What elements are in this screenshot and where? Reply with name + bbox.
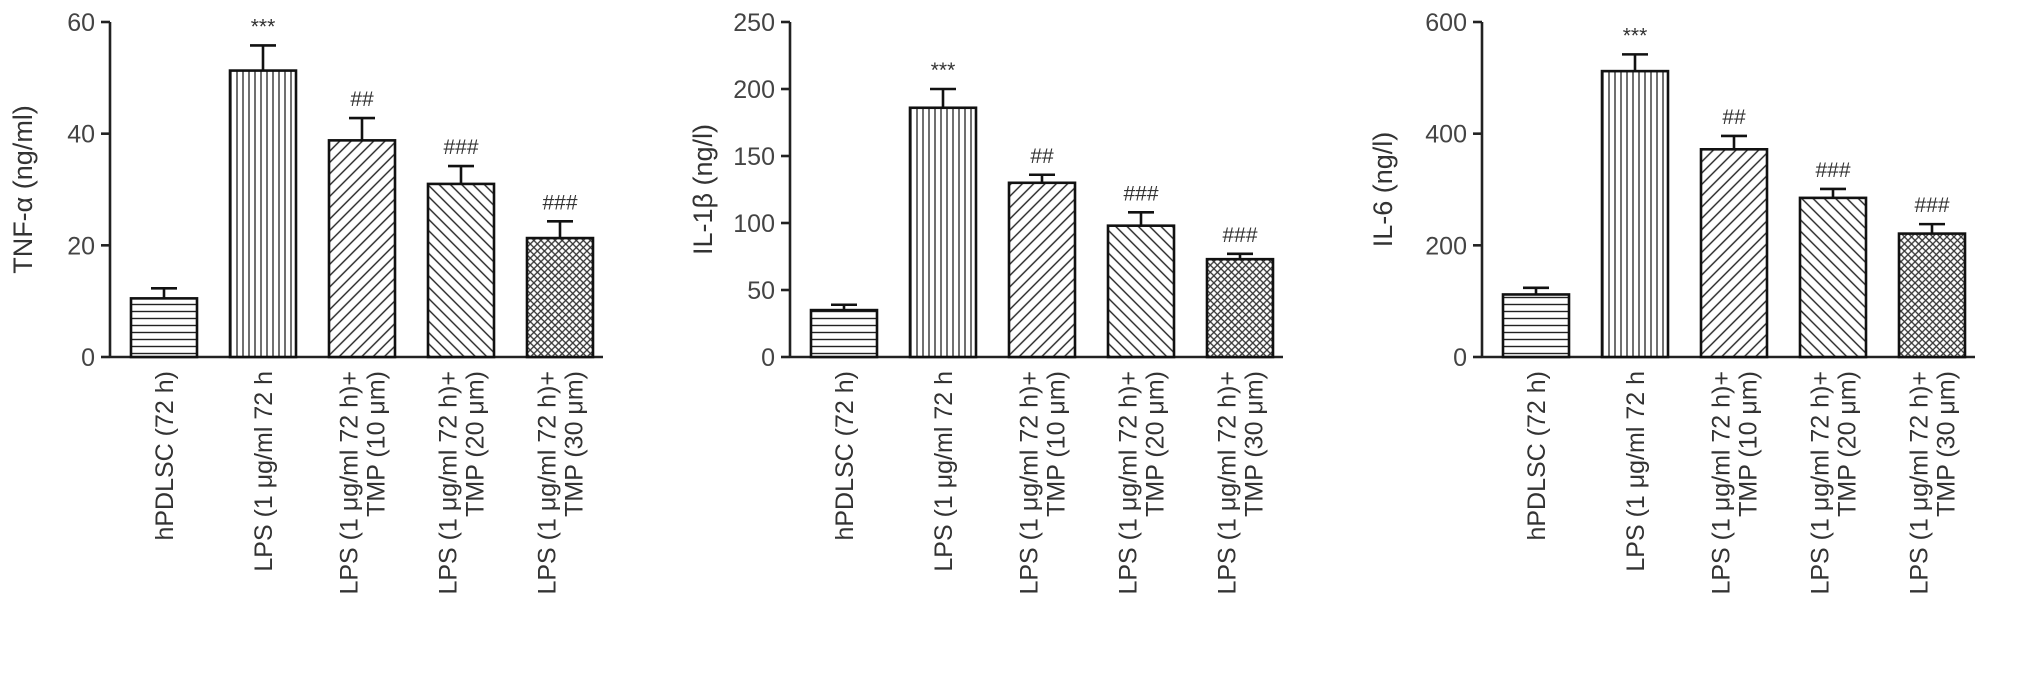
x-tick-label: LPS (1 μg/ml 72 h)+TMP (20 μm) — [1807, 371, 1862, 595]
bar — [1798, 196, 1868, 359]
bar-group: *** — [228, 15, 298, 359]
significance-label: *** — [931, 59, 956, 82]
significance-label: ## — [350, 88, 374, 111]
x-tick-label: hPDLSC (72 h) — [151, 371, 179, 541]
y-tick-label: 150 — [733, 143, 775, 171]
y-tick-label: 400 — [1425, 121, 1467, 149]
bar — [1106, 224, 1176, 359]
y-axis-label: TNF-α (ng/ml) — [8, 105, 38, 274]
x-tick-label: LPS (1 μg/ml 72 h — [930, 371, 958, 572]
y-tick-label: 250 — [733, 9, 775, 37]
bar-group: ## — [327, 88, 397, 359]
y-tick-label: 0 — [1453, 344, 1467, 372]
x-tick-label: hPDLSC (72 h) — [1523, 371, 1551, 541]
significance-label: *** — [251, 15, 276, 38]
bar — [525, 236, 595, 359]
il-1beta-chart: 0 50 100 150 200 250 IL-1β (ng/l) hPDLSC (72 h)… — [688, 9, 1283, 595]
x-tick-label: LPS (1 μg/ml 72 h — [250, 371, 278, 572]
bar-group — [809, 303, 879, 359]
bar-group: ### — [1205, 224, 1275, 359]
bar — [327, 139, 397, 359]
significance-label: ### — [1815, 159, 1850, 182]
bar — [426, 182, 496, 359]
bar — [1699, 148, 1769, 359]
y-tick-label: 20 — [67, 232, 95, 260]
bar — [228, 69, 298, 359]
y-tick-label: 200 — [733, 76, 775, 104]
bar-group: ### — [1798, 159, 1868, 359]
y-tick-label: 200 — [1425, 232, 1467, 260]
bar — [908, 106, 978, 359]
bar-group: ### — [1106, 182, 1176, 359]
y-tick-label: 0 — [761, 344, 775, 372]
x-tick-label: LPS (1 μg/ml 72 h)+TMP (10 μm) — [1708, 371, 1763, 595]
x-tick-label: LPS (1 μg/ml 72 h)+TMP (10 μm) — [336, 371, 391, 595]
y-axis-label: IL-1β (ng/l) — [688, 124, 718, 255]
bar-group: ### — [1897, 194, 1967, 359]
bar — [1897, 232, 1967, 359]
y-tick-label: 600 — [1425, 9, 1467, 37]
y-tick-label: 50 — [747, 277, 775, 305]
x-tick-label: LPS (1 μg/ml 72 h)+TMP (10 μm) — [1016, 371, 1071, 595]
x-tick-label: LPS (1 μg/ml 72 h)+TMP (30 μm) — [1214, 371, 1269, 595]
bar-group: *** — [908, 59, 978, 359]
tnf-alpha-chart: 0 20 40 60 TNF-α (ng/ml) hPDLSC (72 h) *** LPS … — [8, 9, 603, 595]
x-tick-label: LPS (1 μg/ml 72 h)+TMP (20 μm) — [1115, 371, 1170, 595]
significance-label: ### — [1123, 182, 1158, 205]
x-tick-label: LPS (1 μg/ml 72 h)+TMP (20 μm) — [435, 371, 490, 595]
y-axis-label: IL-6 (ng/l) — [1368, 132, 1398, 248]
bar-group: *** — [1600, 24, 1670, 359]
x-tick-label: LPS (1 μg/ml 72 h)+TMP (30 μm) — [1906, 371, 1961, 595]
bar-group: ## — [1007, 145, 1077, 359]
y-tick-label: 0 — [81, 344, 95, 372]
significance-label: *** — [1623, 24, 1648, 47]
x-tick-label: LPS (1 μg/ml 72 h)+TMP (30 μm) — [534, 371, 589, 595]
bar-group — [129, 287, 199, 359]
y-tick-label: 60 — [67, 9, 95, 37]
bar — [1205, 257, 1275, 359]
significance-label: ### — [1222, 224, 1257, 247]
significance-label: ### — [1914, 194, 1949, 217]
significance-label: ## — [1722, 106, 1746, 129]
bar — [809, 308, 879, 359]
y-tick-label: 40 — [67, 121, 95, 149]
bar-group: ### — [525, 191, 595, 359]
significance-label: ### — [443, 136, 478, 159]
bar — [1600, 69, 1670, 359]
bar — [1501, 293, 1571, 359]
bar-group: ## — [1699, 106, 1769, 359]
x-tick-label: hPDLSC (72 h) — [831, 371, 859, 541]
y-tick-label: 100 — [733, 210, 775, 238]
bar — [1007, 181, 1077, 359]
significance-label: ### — [542, 191, 577, 214]
x-tick-label: LPS (1 μg/ml 72 h — [1622, 371, 1650, 572]
bar — [129, 297, 199, 359]
significance-label: ## — [1030, 145, 1054, 168]
bar-group: ### — [426, 136, 496, 359]
bar-group — [1501, 286, 1571, 359]
il-6-chart: 0 200 400 600 IL-6 (ng/l) hPDLSC (72 h) *** LPS… — [1368, 9, 1975, 595]
